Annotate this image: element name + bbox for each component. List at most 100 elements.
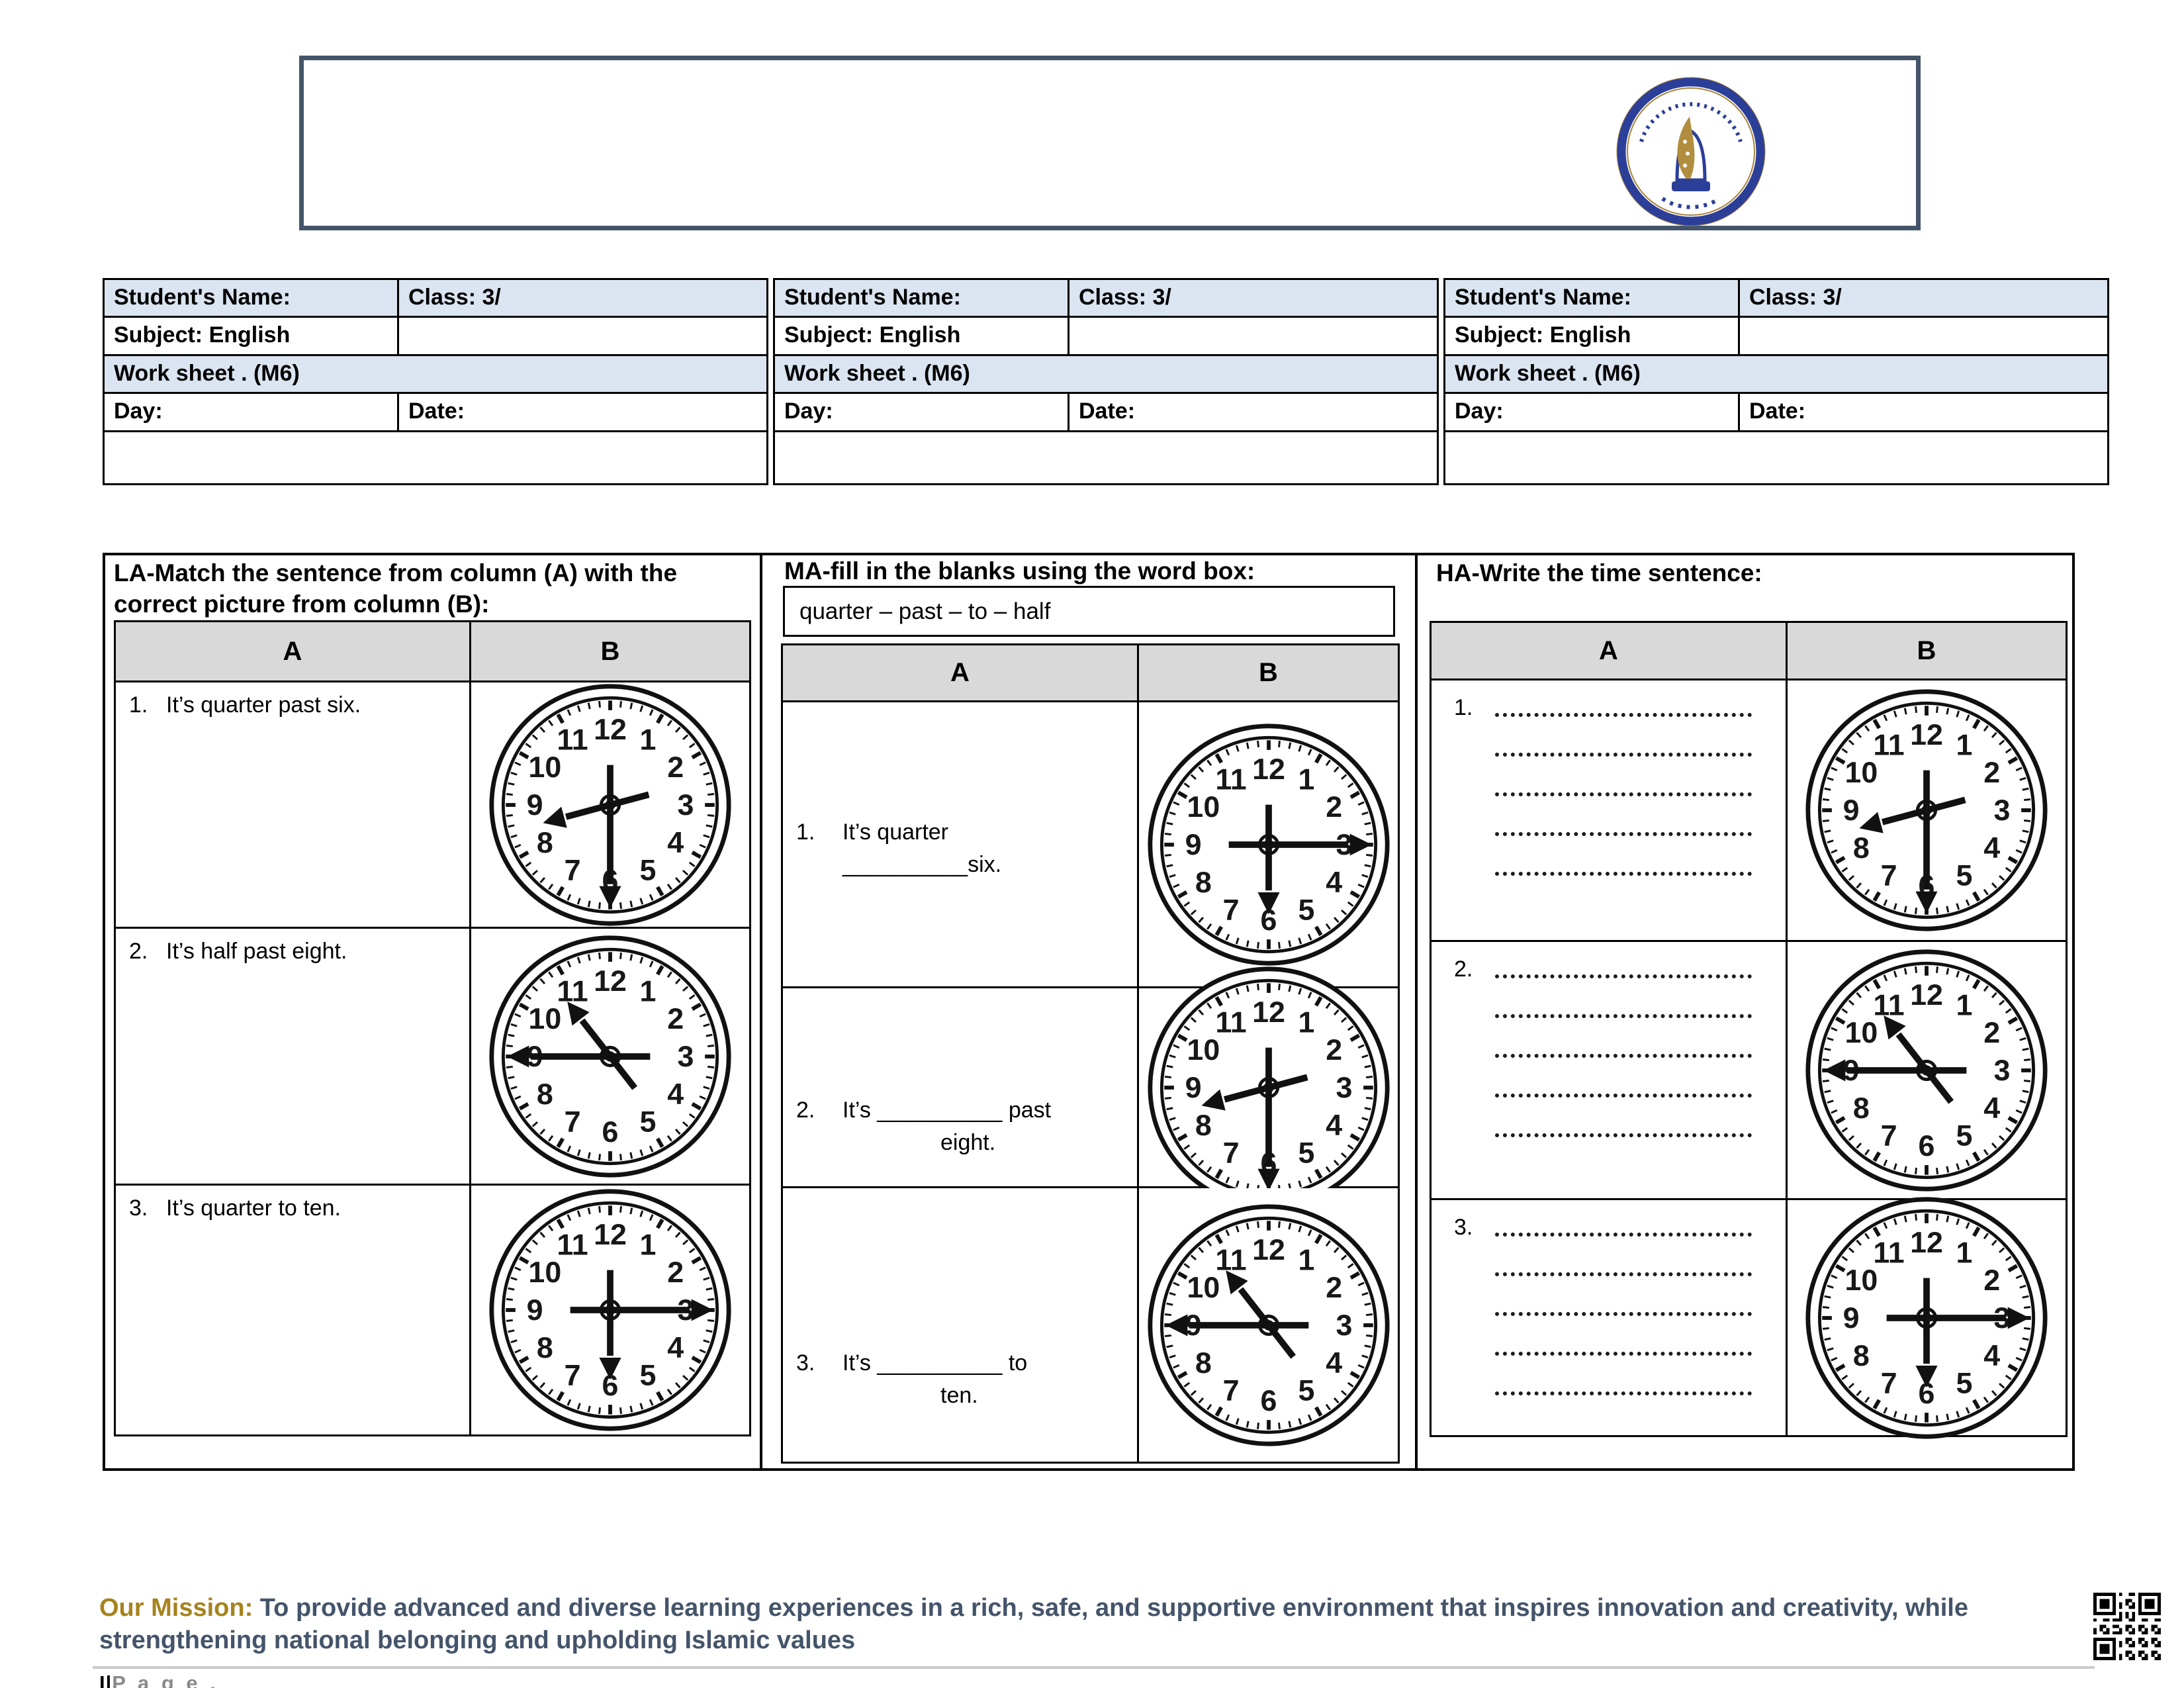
ha-section-title: HA-Write the time sentence:	[1436, 559, 1762, 586]
ma-clock-cell-1: 123456789101112	[1139, 702, 1398, 988]
svg-text:12: 12	[594, 713, 627, 746]
svg-text:2: 2	[1983, 756, 2000, 789]
svg-text:2: 2	[1983, 1016, 2000, 1049]
panel-divider-1	[760, 553, 762, 1471]
la-clock-cell-1: 123456789101112	[471, 682, 749, 929]
svg-text:12: 12	[594, 964, 627, 998]
svg-text:6: 6	[1260, 1383, 1277, 1417]
svg-text:10: 10	[1187, 1271, 1220, 1304]
ha-answer-area-1: 1.	[1432, 680, 1788, 942]
svg-text:9: 9	[1185, 828, 1201, 861]
qr-code	[2093, 1593, 2161, 1660]
svg-text:8: 8	[1195, 865, 1211, 898]
svg-text:3: 3	[1336, 1071, 1352, 1104]
clock-quarter-past-six: 123456789101112	[1805, 1196, 2048, 1439]
clock-half-past-eight: 123456789101112	[489, 683, 731, 926]
svg-text:9: 9	[527, 788, 543, 821]
svg-text:4: 4	[1983, 1091, 2000, 1124]
fill-line-1: It’s __________ to	[842, 1350, 1028, 1376]
ma-table: A B 1. It’s quarter __________six. 12345…	[781, 643, 1400, 1464]
worksheet-label: Work sheet . (M6)	[105, 356, 766, 394]
la-table: A B 1.It’s quarter past six. 12345678910…	[114, 620, 751, 1436]
panel-divider-2	[1415, 553, 1418, 1471]
student-name-label: Student's Name:	[1445, 280, 1740, 318]
dotted-answer-line	[1495, 1367, 1752, 1395]
svg-text:4: 4	[1326, 1346, 1342, 1379]
clock-quarter-to-ten: 123456789101112	[489, 935, 731, 1178]
svg-text:9: 9	[1185, 1071, 1201, 1104]
svg-text:3: 3	[1993, 794, 2010, 827]
dotted-answer-line	[1495, 1069, 1752, 1098]
student-info-block-1: Student's Name: Class: 3/ Subject: Engli…	[103, 278, 768, 485]
dotted-answer-line	[1495, 728, 1752, 757]
svg-text:4: 4	[1983, 831, 2000, 865]
logo-banner	[1672, 181, 1710, 191]
mission-label: Our Mission:	[99, 1594, 253, 1622]
svg-text:11: 11	[1215, 763, 1246, 796]
svg-text:2: 2	[1983, 1264, 2000, 1297]
svg-text:1: 1	[1298, 1243, 1314, 1276]
fill-line-1: It’s quarter	[842, 820, 949, 845]
class-label: Class: 3/	[399, 280, 766, 318]
svg-text:4: 4	[1983, 1338, 2000, 1372]
svg-text:6: 6	[602, 1115, 619, 1148]
date-label: Date:	[1069, 394, 1437, 432]
svg-text:2: 2	[667, 1256, 684, 1289]
ha-column-b-header: B	[1788, 623, 2066, 680]
svg-text:11: 11	[1215, 1006, 1246, 1039]
svg-text:1: 1	[1298, 1006, 1314, 1039]
item-number: 2.	[129, 939, 148, 964]
ma-sentence-1: 1. It’s quarter __________six.	[783, 702, 1139, 988]
day-label: Day:	[105, 394, 399, 432]
svg-text:7: 7	[1222, 1136, 1239, 1169]
svg-text:1: 1	[640, 974, 657, 1008]
svg-text:6: 6	[1919, 1129, 1935, 1162]
svg-text:1: 1	[640, 723, 657, 756]
svg-text:9: 9	[1843, 1301, 1860, 1335]
ma-sentence-2: 2. It’s __________ past eight.	[783, 988, 1139, 1188]
student-info-block-3: Student's Name: Class: 3/ Subject: Engli…	[1443, 278, 2109, 485]
logo-arabic-text-top	[1639, 102, 1743, 142]
svg-text:11: 11	[1873, 1236, 1904, 1269]
svg-text:11: 11	[1215, 1243, 1246, 1276]
svg-text:8: 8	[537, 825, 553, 859]
student-name-label: Student's Name:	[105, 280, 399, 318]
sentence-text: It’s quarter past six.	[166, 692, 361, 718]
svg-text:7: 7	[1881, 1119, 1897, 1152]
subject-value-cell	[1740, 318, 2107, 356]
svg-text:2: 2	[667, 1002, 684, 1035]
date-label: Date:	[399, 394, 766, 432]
svg-text:7: 7	[1881, 859, 1897, 892]
ha-clock-cell-3: 123456789101112	[1788, 1196, 2066, 1439]
svg-text:5: 5	[640, 1105, 657, 1138]
svg-text:11: 11	[557, 974, 588, 1008]
fill-line-2: __________six.	[842, 852, 1002, 878]
svg-text:9: 9	[1843, 794, 1860, 827]
dotted-answer-line	[1495, 1109, 1752, 1137]
dotted-answer-line	[1495, 1029, 1752, 1058]
ha-clock-cell-2: 123456789101112	[1788, 942, 2066, 1200]
svg-text:5: 5	[640, 1359, 657, 1392]
item-number: 3.	[796, 1350, 815, 1376]
ma-clock-cell-3: 123456789101112	[1139, 1188, 1398, 1462]
dotted-answer-line	[1495, 950, 1752, 978]
logo-arabic-text-bottom	[1661, 197, 1721, 209]
svg-text:10: 10	[1844, 1264, 1878, 1297]
dotted-answer-line	[1495, 847, 1752, 876]
svg-text:10: 10	[528, 751, 561, 784]
ma-section-title: MA-fill in the blanks using the word box…	[784, 557, 1255, 585]
class-label: Class: 3/	[1740, 280, 2107, 318]
svg-text:2: 2	[667, 751, 684, 784]
svg-text:5: 5	[1956, 1366, 1973, 1399]
svg-text:5: 5	[1298, 893, 1314, 926]
fill-line-2: ten.	[940, 1383, 978, 1409]
answer-dotted-lines	[1495, 950, 1752, 1149]
ma-column-b-header: B	[1139, 645, 1398, 702]
item-number: 2.	[1454, 957, 1473, 982]
footer-rule	[93, 1666, 2095, 1669]
svg-text:1: 1	[640, 1228, 657, 1261]
svg-text:12: 12	[1910, 1226, 1943, 1259]
item-number: 1.	[129, 692, 148, 718]
item-number: 3.	[1454, 1215, 1473, 1240]
svg-text:3: 3	[677, 1040, 694, 1073]
